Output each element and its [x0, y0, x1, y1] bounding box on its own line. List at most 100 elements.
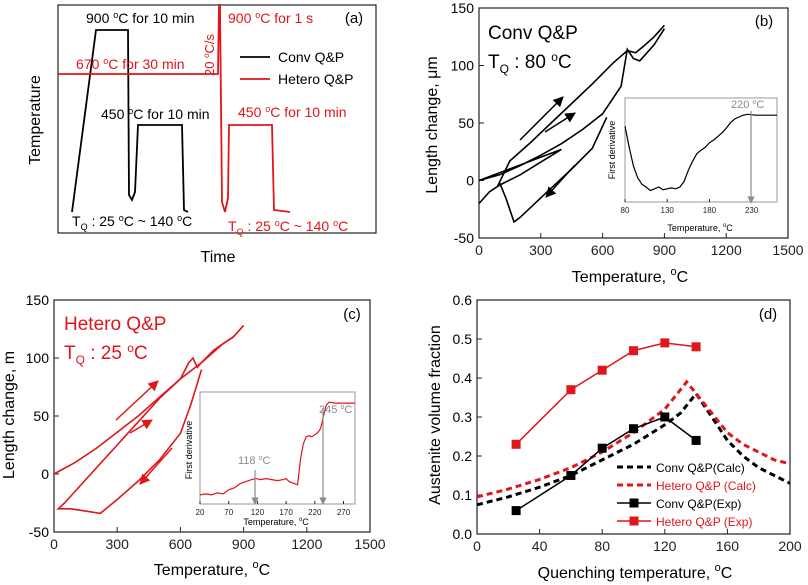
x-tick-label: 170 [279, 508, 293, 517]
inset-b-ylabel: First derivative [607, 121, 617, 180]
panel-b-label: (b) [755, 13, 773, 30]
y-tick-label: 0.4 [453, 370, 473, 386]
inset-c-peak2-label: 245 oC [319, 404, 352, 416]
y-tick-label: 0.2 [453, 448, 473, 464]
inset-b-xlabel: Temperature, oC [667, 223, 733, 233]
legend-marker [630, 499, 639, 508]
panel-b: (b) Conv Q&P TQ : 80 oC Length change, μ… [424, 0, 804, 286]
anno-hetero-900: 900 oC for 1 s [228, 10, 313, 26]
x-tick-label: 80 [594, 538, 610, 554]
y-tick-label: 50 [33, 408, 49, 424]
y-tick-label: 50 [458, 115, 474, 131]
figure: (a) Temperature Time 900 oC for 10 min 6… [0, 0, 808, 585]
panel-d-ylabel: Austenite volume fraction [427, 325, 444, 505]
series-line-3 [516, 343, 696, 444]
legend-hetero-label: Hetero Q&P [278, 71, 353, 87]
panel-b-xlabel: Temperature, oC [572, 266, 688, 286]
legend-label: Conv Q&P(Calc) [656, 461, 745, 475]
y-tick-label: 0.6 [453, 292, 473, 308]
panel-b-ylabel: Length change, μm [424, 56, 441, 193]
x-tick-label: 1200 [291, 536, 322, 552]
data-point [566, 385, 575, 394]
anno-conv-tq: TQ : 25 oC ~ 140 oC [72, 213, 192, 232]
x-tick-label: 0 [50, 536, 58, 552]
data-point [660, 338, 669, 347]
inset-b-peak-label: 220 oC [731, 99, 764, 111]
x-tick-label: 80 [621, 206, 630, 215]
y-tick-label: 0.0 [453, 526, 473, 542]
panel-a-label: (a) [345, 10, 363, 27]
anno-conv-450: 450 oC for 10 min [101, 106, 210, 122]
y-tick-label: 0.5 [453, 331, 473, 347]
y-tick-label: -50 [29, 524, 49, 540]
legend-label: Hetero Q&P (Calc) [656, 479, 756, 493]
data-point [629, 346, 638, 355]
x-tick-label: 600 [169, 536, 193, 552]
panel-c-label: (c) [343, 306, 361, 323]
x-tick-label: 120 [653, 538, 677, 554]
x-tick-label: 0 [473, 538, 481, 554]
heating-arrow [116, 381, 158, 420]
panel-d-xlabel: Quenching temperature, oC [538, 562, 733, 582]
panel-b-tq: TQ : 80 oC [488, 50, 572, 76]
x-tick-label: 1500 [772, 242, 803, 258]
y-tick-label: 0 [41, 466, 49, 482]
y-tick-label: 100 [451, 58, 475, 74]
anno-hetero-tq: TQ : 25 oC ~ 140 oC [228, 218, 348, 237]
data-point [692, 342, 701, 351]
legend-conv-label: Conv Q&P [278, 49, 344, 65]
panel-b-inset: 80 130 180 230 220 oC First derivative Temp… [607, 98, 777, 233]
panel-d-label: (d) [759, 306, 777, 323]
panel-c-title: Hetero Q&P [64, 314, 166, 335]
data-point [566, 471, 575, 480]
legend-label: Conv Q&P(Exp) [656, 497, 741, 511]
anno-hetero-670: 670 oC for 30 min [76, 56, 185, 72]
x-tick-label: 1500 [354, 536, 385, 552]
panel-a: (a) Temperature Time 900 oC for 10 min 6… [27, 5, 376, 266]
x-tick-label: 70 [224, 508, 233, 517]
x-tick-label: 130 [661, 206, 675, 215]
data-point [692, 436, 701, 445]
legend-label: Hetero Q&P (Exp) [656, 515, 752, 529]
data-point [629, 424, 638, 433]
y-tick-label: 100 [26, 350, 50, 366]
x-tick-label: 160 [716, 538, 740, 554]
y-tick-label: -50 [454, 230, 474, 246]
data-point [660, 413, 669, 422]
panel-c: (c) Hetero Q&P TQ : 25 oC Length change,… [1, 292, 386, 579]
inset-c-ylabel: First derivative [184, 421, 194, 480]
panel-b-title: Conv Q&P [488, 23, 578, 44]
data-point [598, 444, 607, 453]
inset-c-xlabel: Temperature, oC [243, 517, 309, 527]
x-tick-label: 900 [653, 242, 677, 258]
x-tick-label: 300 [106, 536, 130, 552]
panel-d-legend: Conv Q&P(Calc) Hetero Q&P (Calc) Conv Q&P(… [617, 461, 756, 529]
panel-d: (d) Austenite volume fraction Quenching … [427, 292, 802, 582]
panel-c-tq: TQ : 25 oC [64, 341, 148, 367]
panel-c-ylabel: Length change, m [1, 351, 18, 479]
y-tick-label: 0.1 [453, 487, 473, 503]
cooling-arrow [546, 165, 575, 197]
x-tick-label: 120 [251, 508, 265, 517]
legend-marker [630, 517, 639, 526]
anno-hetero-450: 450 oC for 10 min [238, 104, 347, 120]
y-tick-label: 0 [466, 173, 474, 189]
x-tick-label: 230 [745, 206, 759, 215]
x-tick-label: 180 [703, 206, 717, 215]
y-tick-label: 0.3 [453, 409, 473, 425]
x-tick-label: 220 [308, 508, 322, 517]
panel-c-xlabel: Temperature, oC [154, 559, 270, 579]
panel-a-xlabel: Time [201, 249, 236, 266]
x-tick-label: 0 [475, 242, 483, 258]
data-point [598, 366, 607, 375]
anno-hetero-rate: 20 oC/s [202, 33, 217, 76]
inset-c-peak1-label: 118 oC [238, 455, 271, 467]
x-tick-label: 40 [532, 538, 548, 554]
x-tick-label: 600 [591, 242, 615, 258]
y-tick-label: 150 [451, 0, 475, 16]
x-tick-label: 270 [337, 508, 351, 517]
anno-conv-900: 900 oC for 10 min [86, 10, 195, 26]
panel-c-inset: 20 70 120 170 220 270 118 oC 245 oC First der… [184, 392, 355, 527]
panel-a-ylabel: Temperature [27, 75, 44, 165]
x-tick-label: 900 [232, 536, 256, 552]
